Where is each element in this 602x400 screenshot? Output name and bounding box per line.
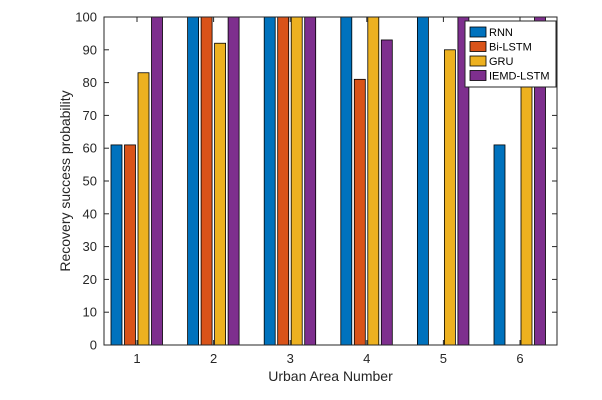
x-axis: 1 2 3 4 5 6 (133, 17, 524, 366)
bar-rnn-area-3 (263, 16, 276, 346)
bar-rnn-area-6 (493, 144, 506, 346)
legend-label-bi-lstm: Bi-LSTM (489, 42, 532, 54)
bar-bi-lstm-area-1 (124, 144, 136, 346)
y-tick-label: 90 (83, 42, 97, 57)
bar-gru-area-3 (290, 16, 303, 346)
y-tick-label: 0 (90, 338, 97, 353)
y-tick-label: 80 (83, 75, 97, 90)
x-tick-label: 6 (516, 351, 523, 366)
y-tick-label: 40 (83, 206, 97, 221)
bar-gru-area-6 (520, 82, 533, 346)
bar-rnn-area-4 (340, 16, 353, 346)
y-axis: 0 10 20 30 40 50 60 70 80 90 100 (75, 10, 557, 353)
y-tick-label: 10 (83, 305, 97, 320)
x-axis-title: Urban Area Number (268, 368, 393, 384)
bar-gru-area-1 (137, 72, 150, 346)
legend-label-iemd-lstm: IEMD-LSTM (489, 71, 550, 83)
x-tick-label: 4 (363, 351, 370, 366)
bar-iemd-lstm-area-2 (227, 16, 240, 346)
x-tick-label: 2 (210, 351, 217, 366)
bar-iemd-lstm-area-3 (304, 16, 317, 346)
x-tick-label: 3 (287, 351, 294, 366)
bar-gru-area-4 (367, 16, 380, 346)
bar-gru-area-2 (214, 42, 227, 346)
bar-rnn-area-1 (110, 144, 123, 346)
y-tick-label: 70 (83, 108, 97, 123)
x-tick-label: 1 (133, 351, 140, 366)
y-tick-label: 30 (83, 239, 97, 254)
legend: RNN Bi-LSTM GRU IEMD-LSTM (464, 20, 557, 88)
bar-gru-area-5 (443, 49, 456, 346)
y-tick-label: 60 (83, 141, 97, 156)
legend-label-rnn: RNN (489, 27, 513, 39)
bar-rnn-area-2 (187, 16, 200, 346)
y-tick-label: 50 (83, 174, 97, 189)
y-axis-title: Recovery success probability (57, 90, 73, 271)
bar-iemd-lstm-area-1 (151, 16, 163, 346)
legend-swatch-rnn (469, 26, 487, 38)
legend-swatch-gru (469, 55, 487, 67)
legend-swatch-bi-lstm (469, 41, 487, 52)
bar-iemd-lstm-area-4 (380, 39, 393, 346)
bar-bi-lstm-area-2 (200, 16, 213, 346)
bar-bi-lstm-area-4 (353, 78, 366, 346)
y-tick-label: 100 (75, 10, 97, 25)
legend-swatch-iemd-lstm (469, 70, 487, 81)
legend-label-gru: GRU (489, 56, 514, 68)
bar-rnn-area-5 (416, 16, 429, 346)
y-tick-label: 20 (83, 272, 97, 287)
bar-bi-lstm-area-3 (277, 16, 290, 346)
x-tick-label: 5 (440, 351, 447, 366)
